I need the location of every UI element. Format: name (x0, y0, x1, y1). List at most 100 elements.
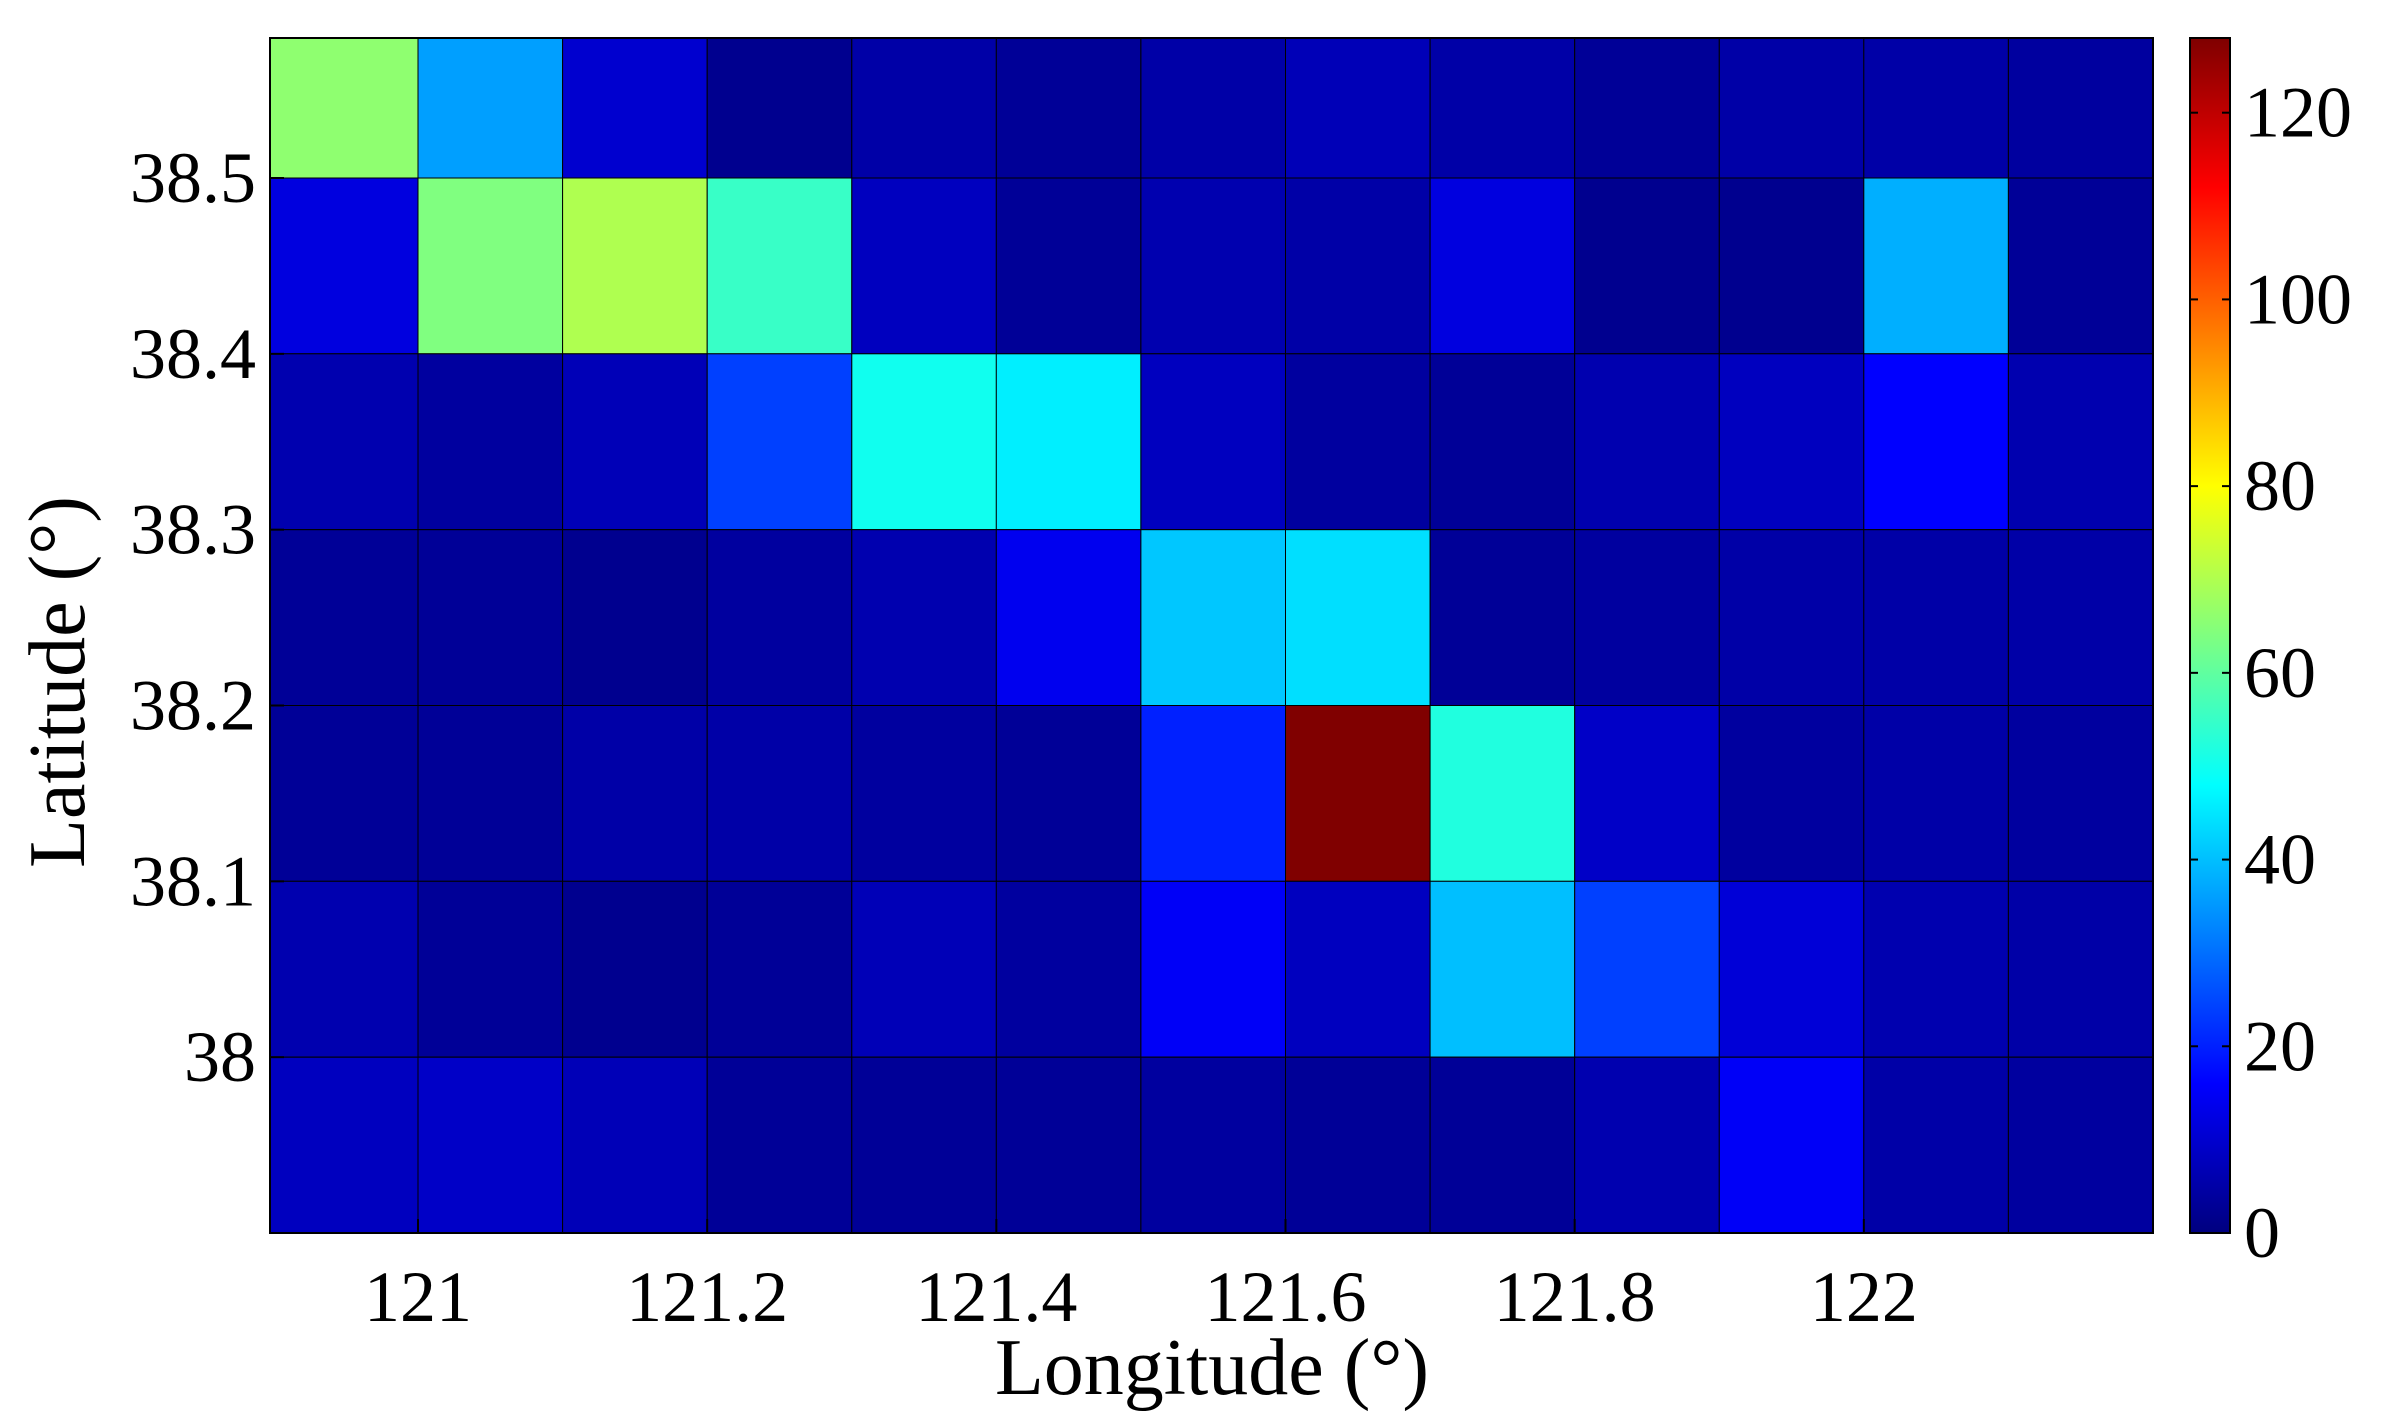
heatmap-cell (1140, 880, 1287, 1058)
heatmap-cell (1140, 1056, 1287, 1234)
heatmap-cell (1863, 880, 2009, 1058)
heatmap-cell (1718, 177, 1865, 355)
heatmap-cell (1140, 37, 1287, 179)
heatmap-cell (706, 177, 853, 355)
heatmap-cell (417, 37, 564, 179)
colorbar-tick-label: 60 (2244, 633, 2316, 713)
heatmap-cell (1574, 1056, 1720, 1234)
heatmap-cell (1140, 705, 1287, 882)
y-axis-ticks: 38 38.1 38.2 38.3 38.4 38.5 (130, 138, 284, 1097)
heatmap-cell (706, 37, 853, 179)
heatmap-cell (995, 705, 1142, 882)
heatmap-cells (269, 37, 2154, 1234)
heatmap-cell (851, 529, 997, 707)
x-tick-label: 121.4 (915, 1257, 1077, 1337)
colorbar-tick-label: 0 (2244, 1193, 2280, 1273)
heatmap-cell (1574, 880, 1720, 1058)
heatmap-cell (269, 353, 419, 531)
heatmap-cell (2007, 37, 2154, 179)
heatmap-cell (562, 353, 708, 531)
heatmap-cell (851, 37, 997, 179)
heatmap-cell (706, 529, 853, 707)
heatmap-cell (1285, 1056, 1431, 1234)
heatmap-cell (562, 37, 708, 179)
heatmap-cell (2007, 529, 2154, 707)
heatmap-cell (995, 1056, 1142, 1234)
heatmap-cell (1140, 177, 1287, 355)
heatmap-cell (1285, 37, 1431, 179)
heatmap-cell (2007, 705, 2154, 882)
heatmap-cell (269, 705, 419, 882)
heatmap-cell (1285, 705, 1431, 882)
heatmap-cell (269, 177, 419, 355)
heatmap-cell (995, 177, 1142, 355)
x-axis-ticks: 121 121.2 121.4 121.6 121.8 122 (364, 1219, 1918, 1337)
heatmap-cell (1574, 353, 1720, 531)
heatmap-cell (1574, 529, 1720, 707)
x-axis-label: Longitude (°) (995, 1324, 1429, 1412)
y-axis-label: Latitude (°) (14, 496, 102, 868)
heatmap-cell (1429, 880, 1576, 1058)
heatmap-cell (1718, 37, 1865, 179)
heatmap-cell (706, 353, 853, 531)
heatmap-cell (1863, 1056, 2009, 1234)
heatmap-cell (1285, 880, 1431, 1058)
heatmap-cell (1285, 177, 1431, 355)
colorbar-tick-label: 100 (2244, 259, 2352, 339)
heatmap-cell (562, 705, 708, 882)
heatmap-cell (269, 37, 419, 179)
y-tick-label: 38 (184, 1017, 256, 1097)
heatmap-cell (1285, 529, 1431, 707)
y-tick-label: 38.1 (130, 841, 256, 921)
heatmap-cell (269, 880, 419, 1058)
heatmap-cell (417, 353, 564, 531)
colorbar-ticks: 0 20 40 60 80 100 120 (2190, 73, 2352, 1273)
heatmap-cell (1574, 37, 1720, 179)
heatmap-cell (417, 1056, 564, 1234)
heatmap-cell (706, 1056, 853, 1234)
heatmap-cell (995, 353, 1142, 531)
heatmap-cell (1718, 705, 1865, 882)
heatmap-cell (1429, 1056, 1576, 1234)
heatmap-cell (417, 177, 564, 355)
heatmap-cell (1429, 353, 1576, 531)
heatmap-cell (995, 880, 1142, 1058)
heatmap-cell (1718, 880, 1865, 1058)
heatmap-cell (1863, 177, 2009, 355)
heatmap-cell (851, 880, 997, 1058)
heatmap-cell (1429, 177, 1576, 355)
heatmap-cell (1285, 353, 1431, 531)
colorbar-tick-label: 40 (2244, 820, 2316, 900)
heatmap-cell (1863, 37, 2009, 179)
heatmap-cell (1429, 529, 1576, 707)
x-tick-label: 122 (1810, 1257, 1918, 1337)
heatmap-cell (851, 705, 997, 882)
heatmap-cell (417, 529, 564, 707)
y-tick-label: 38.3 (130, 490, 256, 570)
heatmap-cell (1863, 529, 2009, 707)
colorbar-tick-label: 80 (2244, 446, 2316, 526)
heatmap-cell (1140, 529, 1287, 707)
colorbar-tick-label: 20 (2244, 1006, 2316, 1086)
heatmap-cell (2007, 1056, 2154, 1234)
heatmap-cell (1574, 177, 1720, 355)
heatmap-cell (562, 177, 708, 355)
x-tick-label: 121.2 (626, 1257, 788, 1337)
x-tick-label: 121 (364, 1257, 472, 1337)
heatmap-cell (269, 529, 419, 707)
heatmap-cell (1718, 529, 1865, 707)
y-tick-label: 38.5 (130, 138, 256, 218)
heatmap-cell (562, 529, 708, 707)
heatmap-cell (269, 1056, 419, 1234)
heatmap-cell (417, 705, 564, 882)
y-tick-label: 38.4 (130, 314, 256, 394)
heatmap-cell (851, 177, 997, 355)
colorbar-tick-label: 120 (2244, 73, 2352, 153)
y-tick-label: 38.2 (130, 666, 256, 746)
heatmap-cell (1863, 353, 2009, 531)
heatmap-cell (851, 353, 997, 531)
heatmap-cell (1140, 353, 1287, 531)
heatmap-cell (851, 1056, 997, 1234)
heatmap-cell (562, 880, 708, 1058)
